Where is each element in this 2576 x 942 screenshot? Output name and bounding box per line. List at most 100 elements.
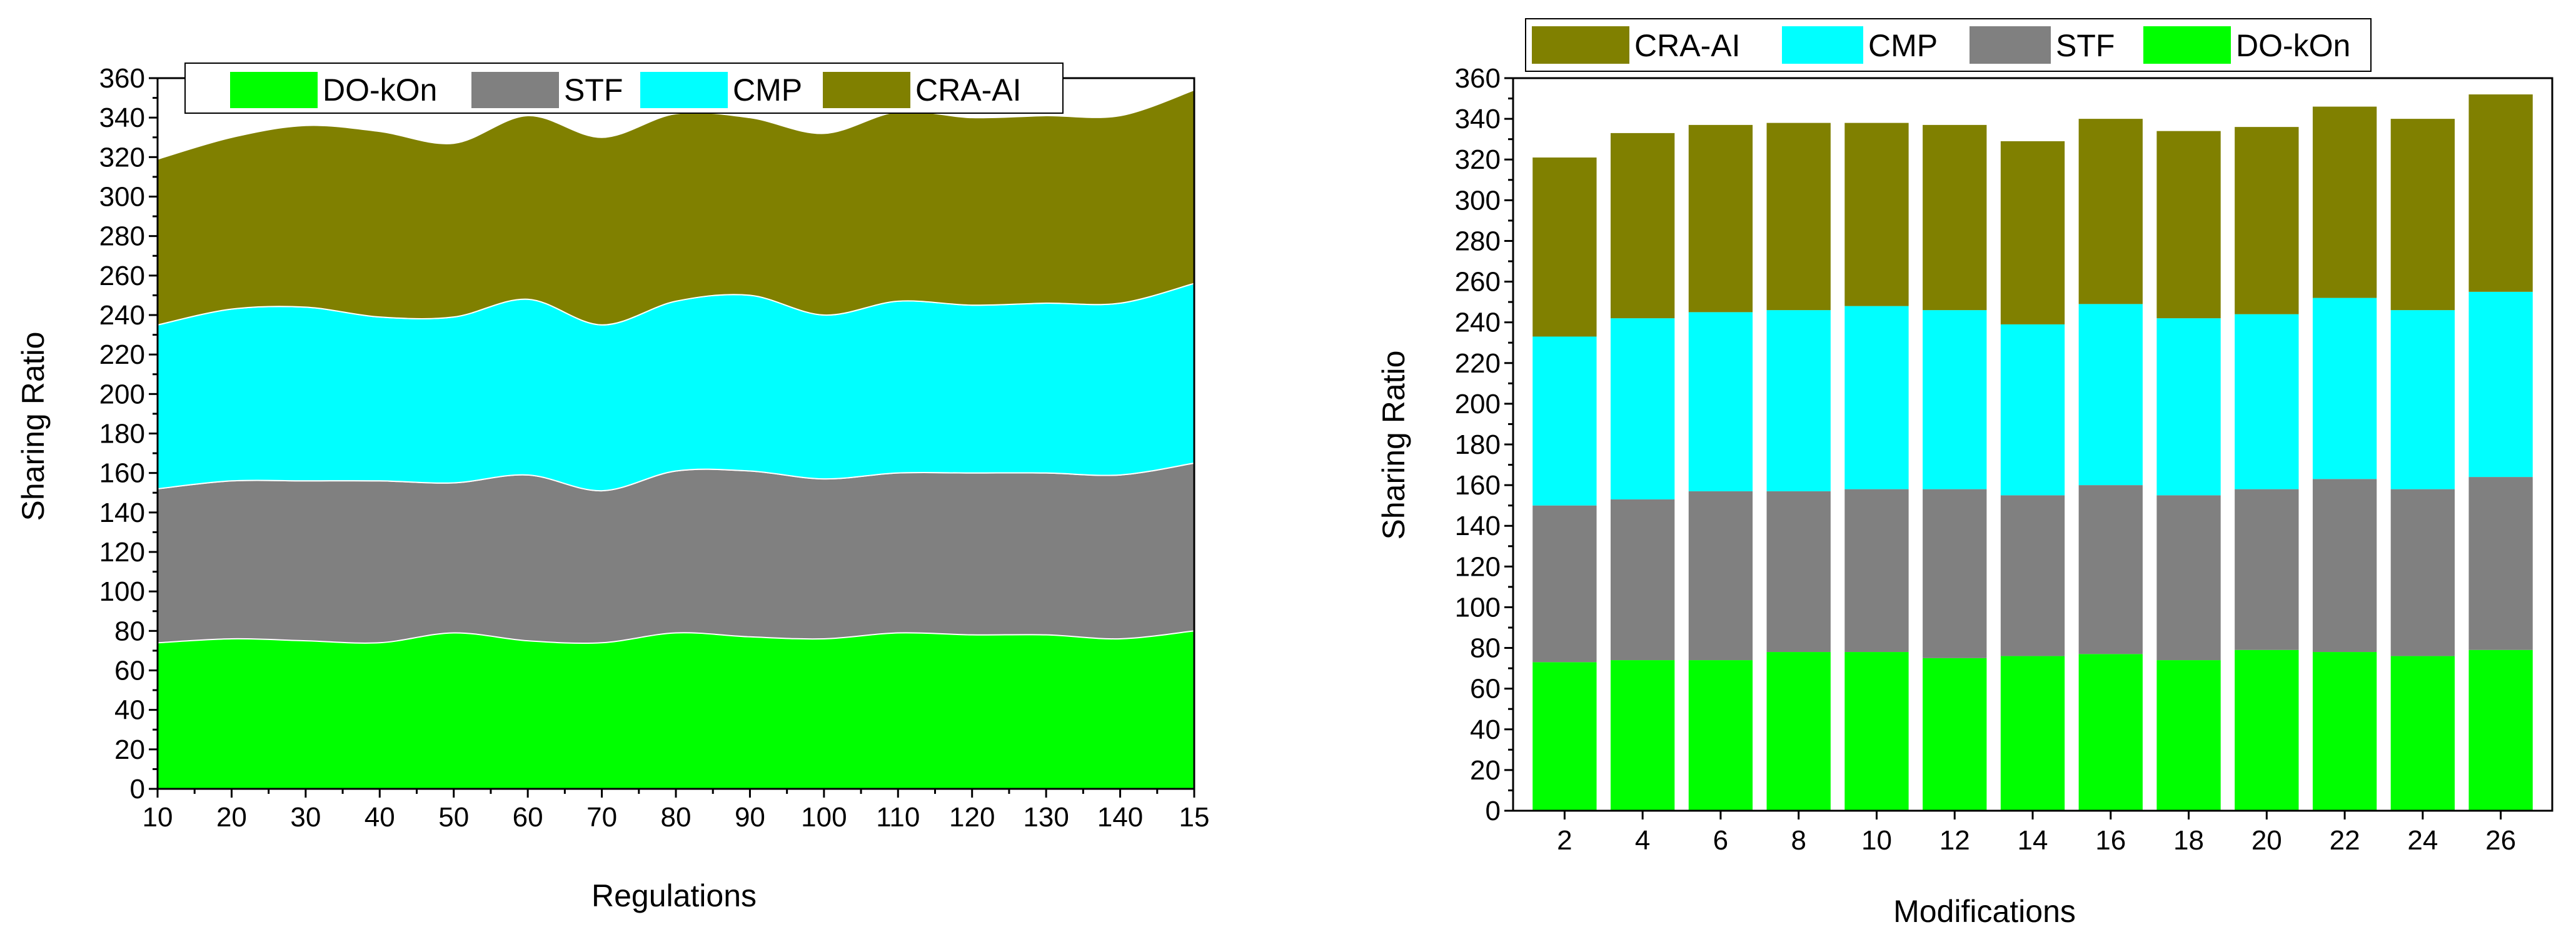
bar-cmp-4 — [1610, 318, 1675, 499]
x-tick-label: 18 — [2173, 825, 2204, 856]
x-tick-label: 60 — [513, 802, 543, 833]
x-axis-title: Modifications — [1893, 894, 2076, 929]
y-tick-label: 100 — [99, 576, 145, 607]
bar-do-kon-24 — [2390, 656, 2455, 811]
bar-stf-4 — [1610, 499, 1675, 661]
y-tick-label: 220 — [1455, 348, 1501, 379]
x-tick-label: 2 — [1557, 825, 1572, 856]
y-tick-label: 20 — [114, 734, 145, 765]
x-tick-label: 130 — [1023, 802, 1069, 833]
x-tick-label: 80 — [661, 802, 692, 833]
bar-cmp-12 — [1923, 310, 1987, 489]
x-tick-label: 10 — [1861, 825, 1892, 856]
bar-cmp-20 — [2235, 314, 2299, 489]
y-axis-title: Sharing Ratio — [1376, 351, 1411, 540]
y-tick-label: 140 — [99, 498, 145, 528]
y-tick-label: 20 — [1470, 755, 1501, 786]
legend-swatch-cmp — [1782, 26, 1863, 64]
bar-cmp-2 — [1532, 336, 1597, 506]
area-series-do-kon — [158, 631, 1194, 789]
y-tick-label: 100 — [1455, 592, 1501, 623]
y-tick-label: 120 — [1455, 551, 1501, 582]
legend-swatch-do-kon — [230, 72, 318, 108]
y-tick-label: 340 — [1455, 104, 1501, 134]
x-tick-label: 4 — [1635, 825, 1650, 856]
bar-do-kon-22 — [2312, 652, 2377, 811]
bar-cmp-24 — [2390, 310, 2455, 489]
y-tick-label: 80 — [114, 616, 145, 646]
y-tick-label: 60 — [114, 656, 145, 686]
y-tick-label: 300 — [99, 182, 145, 213]
area-series-cmp — [157, 283, 1195, 492]
x-tick-label: 22 — [2330, 825, 2360, 856]
y-tick-label: 360 — [99, 63, 145, 94]
bar-stf-18 — [2156, 495, 2221, 661]
axes: 0204060801001201401601802002202402602803… — [1455, 63, 2553, 856]
x-tick-label: 8 — [1791, 825, 1806, 856]
bar-cra-ai-10 — [1844, 123, 1909, 306]
y-tick-label: 260 — [99, 261, 145, 291]
x-tick-label: 14 — [2018, 825, 2048, 856]
bar-cra-ai-26 — [2468, 94, 2533, 292]
bar-stf-6 — [1688, 491, 1753, 661]
bar-cra-ai-20 — [2235, 127, 2299, 314]
stacked-area-chart: 0 20 40 60 80 100 120 140 160 180 200 220 240 260 280 3… — [16, 63, 1209, 913]
legend: DO-kOn STF CMP CRA-AI — [184, 63, 1064, 114]
legend-label: STF — [564, 73, 623, 108]
y-tick-label: 280 — [1455, 226, 1501, 256]
bar-stf-24 — [2390, 489, 2455, 656]
x-tick-label: 24 — [2407, 825, 2438, 856]
y-tick-label: 180 — [1455, 429, 1501, 460]
bar-cmp-10 — [1844, 306, 1909, 489]
bar-stf-14 — [2000, 495, 2065, 656]
x-tick-label: 110 — [876, 802, 920, 833]
bar-cmp-14 — [2000, 324, 2065, 496]
bar-cra-ai-2 — [1532, 157, 1597, 337]
legend-label: DO-kOn — [323, 73, 437, 108]
bar-cra-ai-24 — [2390, 119, 2455, 311]
bar-cra-ai-14 — [2000, 141, 2065, 324]
bar-series-layer — [1532, 94, 2533, 811]
bar-cra-ai-6 — [1688, 124, 1753, 313]
bar-cra-ai-8 — [1766, 123, 1831, 311]
y-tick-label: 180 — [99, 419, 145, 449]
x-tick-label: 120 — [949, 802, 995, 833]
bar-cmp-8 — [1766, 310, 1831, 491]
y-tick-label: 320 — [99, 142, 145, 173]
legend-swatch-stf — [1970, 26, 2051, 64]
y-tick-label: 260 — [1455, 267, 1501, 298]
legend-box — [184, 63, 1064, 114]
bar-do-kon-2 — [1532, 662, 1597, 811]
legend-label: STF — [2056, 28, 2115, 63]
x-tick-label: 40 — [365, 802, 395, 833]
stacked-bar-chart: 0204060801001201401601802002202402602803… — [1376, 18, 2553, 929]
bar-do-kon-6 — [1688, 660, 1753, 811]
x-tick-label: 20 — [216, 802, 247, 833]
legend-swatch-do-kon — [2143, 26, 2231, 64]
y-tick-label: 160 — [99, 458, 145, 489]
y-tick-label: 60 — [1470, 674, 1501, 704]
x-tick-label: 30 — [290, 802, 321, 833]
x-tick-label: 16 — [2095, 825, 2126, 856]
y-tick-label: 40 — [114, 695, 145, 726]
y-axis-title: Sharing Ratio — [16, 332, 51, 521]
axes: 0204060801001201401601802002202402602803… — [99, 63, 1210, 833]
bar-cmp-16 — [2078, 304, 2143, 486]
bar-stf-10 — [1844, 489, 1909, 653]
x-tick-label: 100 — [801, 802, 847, 833]
y-tick-label: 280 — [99, 221, 145, 252]
y-tick-label: 200 — [1455, 389, 1501, 419]
bar-cra-ai-22 — [2312, 106, 2377, 298]
bar-cra-ai-12 — [1923, 124, 1987, 311]
bar-stf-16 — [2078, 485, 2143, 654]
y-tick-label: 320 — [1455, 144, 1501, 175]
legend-swatch-cra-ai — [1532, 26, 1629, 64]
bar-stf-22 — [2312, 479, 2377, 653]
bar-stf-26 — [2468, 477, 2533, 650]
legend-label: CRA-AI — [915, 73, 1021, 108]
bar-do-kon-18 — [2156, 660, 2221, 811]
y-tick-label: 40 — [1470, 714, 1501, 745]
bar-do-kon-4 — [1610, 660, 1675, 811]
y-tick-label: 340 — [99, 103, 145, 133]
